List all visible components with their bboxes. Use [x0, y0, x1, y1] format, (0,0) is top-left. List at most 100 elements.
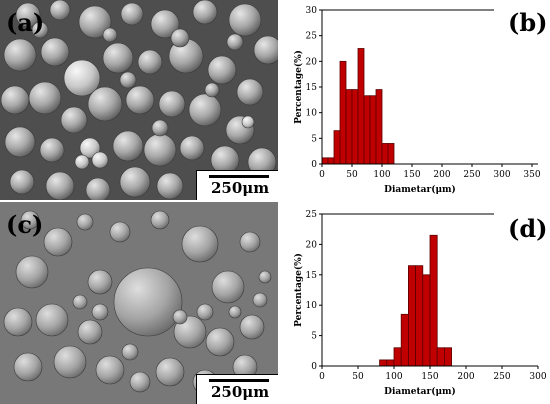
particle [192, 0, 218, 25]
x-tick-label: 0 [319, 372, 325, 382]
x-tick-label: 150 [403, 170, 420, 180]
particle [35, 303, 69, 337]
histogram-bar [408, 265, 417, 367]
histogram-bar [345, 89, 353, 165]
x-tick-label: 200 [433, 170, 450, 180]
particle [31, 21, 49, 39]
particle [76, 213, 94, 231]
particle [49, 0, 71, 21]
particle [226, 33, 244, 51]
particle [236, 78, 264, 106]
y-tick-label: 10 [306, 109, 318, 119]
histogram-bar [386, 359, 395, 367]
particle [3, 307, 33, 337]
scale-bar-c [209, 379, 269, 382]
particle [119, 71, 137, 89]
particle [137, 49, 163, 75]
y-tick-label: 25 [306, 210, 318, 220]
particle [150, 210, 170, 230]
histogram-bar [379, 359, 388, 367]
x-tick-label: 100 [385, 372, 402, 382]
y-axis-label: Percentage(%) [293, 253, 304, 327]
x-tick-label: 100 [373, 170, 390, 180]
histogram-bar [369, 95, 377, 165]
particle [143, 133, 177, 167]
particle [204, 82, 220, 98]
particle [9, 169, 35, 195]
scale-label-c: 250μm [211, 383, 270, 401]
particle [207, 55, 237, 85]
histogram-bar [400, 313, 409, 367]
particle [179, 135, 205, 161]
histogram-bar [387, 143, 395, 165]
y-tick-label: 30 [306, 6, 318, 16]
particle [40, 37, 70, 67]
particle [74, 154, 90, 170]
particle [60, 106, 88, 134]
particle [129, 371, 151, 393]
scale-label-a: 250μm [211, 179, 270, 197]
particle [91, 303, 109, 321]
particle [172, 309, 188, 325]
histogram-bar [327, 157, 335, 165]
particle [109, 221, 131, 243]
y-tick-label: 15 [306, 83, 318, 93]
particle [155, 357, 185, 387]
particle [95, 355, 125, 385]
particle [20, 210, 40, 230]
panel-label-c: (c) [6, 210, 44, 239]
panel-label-b: (b) [508, 8, 548, 37]
y-tick-label: 10 [306, 301, 318, 311]
particle [253, 35, 278, 65]
histogram-bar [415, 265, 424, 367]
particle [241, 115, 255, 129]
particle [196, 303, 214, 321]
x-tick-label: 50 [346, 170, 358, 180]
particle [79, 137, 101, 159]
particle [119, 166, 151, 198]
particle [87, 269, 113, 295]
x-tick-label: 0 [319, 170, 325, 180]
histogram-bar [393, 347, 402, 367]
particle [211, 270, 245, 304]
x-tick-label: 50 [352, 372, 364, 382]
particle [239, 314, 265, 340]
particle [151, 119, 169, 137]
particle [102, 42, 134, 74]
particle [43, 227, 73, 257]
particle [112, 130, 144, 162]
histogram-bar [357, 48, 365, 165]
y-tick-label: 5 [311, 332, 317, 342]
y-tick-label: 25 [306, 32, 318, 42]
y-axis-label: Percentage(%) [293, 50, 304, 124]
particle [156, 172, 184, 200]
scale-box-c: 250μm [196, 374, 278, 404]
particle [45, 171, 75, 200]
x-tick-label: 300 [493, 170, 510, 180]
particle [181, 225, 219, 263]
histogram-bar [339, 60, 347, 165]
particle [63, 59, 101, 97]
particle [121, 343, 139, 361]
x-axis-label: Diametar(μm) [384, 184, 456, 195]
scale-bar-a [209, 175, 269, 178]
sem-particles-a [0, 0, 278, 200]
particle [3, 38, 37, 72]
particle [205, 327, 235, 357]
y-tick-label: 15 [306, 271, 318, 281]
histogram-bar [422, 274, 431, 367]
particle [125, 85, 155, 115]
particle [91, 151, 109, 169]
histogram-bar [351, 89, 359, 165]
sem-image-c: (c) 250μm [0, 202, 278, 404]
histogram-bar [333, 130, 341, 165]
particle [158, 90, 186, 118]
x-tick-label: 200 [457, 372, 474, 382]
particle [102, 27, 118, 43]
histogram-bar [429, 234, 438, 367]
particle [252, 292, 268, 308]
histogram-bar [321, 157, 329, 165]
particle [77, 319, 103, 345]
y-tick-label: 0 [311, 362, 317, 372]
y-tick-label: 0 [311, 160, 317, 170]
